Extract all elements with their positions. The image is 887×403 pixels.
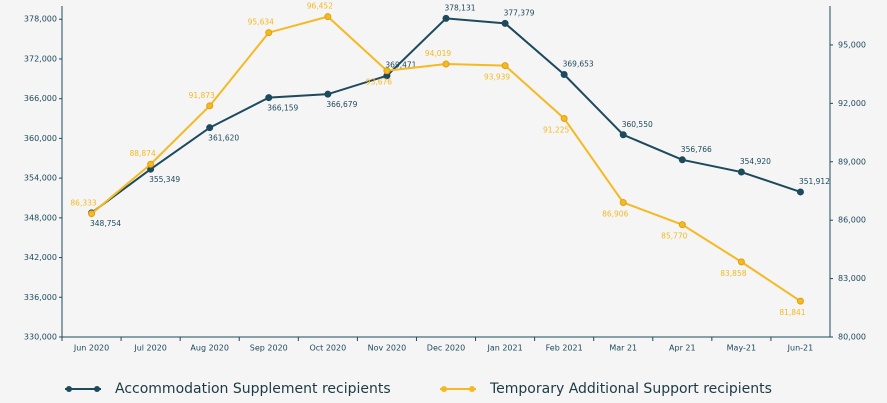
x-tick-label: Mar 21 [609,344,637,353]
x-tick-label: Sep 2020 [250,344,288,353]
value-label: 85,770 [661,232,687,241]
y-tick-label: 336,000 [24,293,57,302]
x-tick-label: Jun-21 [787,344,814,353]
legend-swatch [66,386,72,392]
point [383,67,391,75]
value-label: 91,225 [543,125,569,134]
value-label: 355,349 [149,175,180,184]
x-tick-label: Aug 2020 [190,344,229,353]
point [737,168,745,176]
point [619,131,627,139]
point [324,90,332,98]
y-tick-label: 348,000 [24,213,57,222]
point [206,124,214,132]
point [442,14,450,22]
x-tick-label: Oct 2020 [309,344,346,353]
value-label: 366,679 [326,100,357,109]
y2-tick-label: 80,000 [838,333,866,342]
point [737,258,745,266]
point [265,94,273,102]
point [796,188,804,196]
y-tick-label: 378,000 [24,15,57,24]
point [324,13,332,21]
y-tick-label: 372,000 [24,54,57,63]
x-tick-label: Nov 2020 [368,344,407,353]
value-label: 86,906 [602,210,628,219]
x-tick-label: Feb 2021 [546,344,583,353]
value-label: 369,653 [563,59,594,68]
value-label: 86,333 [70,199,96,208]
y2-tick-label: 92,000 [838,99,866,108]
point [265,29,273,37]
value-label: 366,159 [267,104,298,113]
y-tick-label: 354,000 [24,174,57,183]
point [560,114,568,122]
point [560,70,568,78]
y2-tick-label: 86,000 [838,216,866,225]
y-tick-label: 366,000 [24,94,57,103]
x-tick-label: Jun 2020 [73,344,109,353]
value-label: 93,676 [366,78,392,87]
point [147,160,155,168]
x-tick-label: Apr 21 [669,344,696,353]
value-label: 83,858 [720,269,746,278]
value-label: 360,550 [622,120,653,129]
value-label: 361,620 [208,134,239,143]
y2-tick-label: 89,000 [838,157,866,166]
legend-swatch [469,386,475,392]
value-label: 88,874 [129,149,155,158]
value-label: 354,920 [740,157,771,166]
y-tick-label: 342,000 [24,253,57,262]
legend-label: Temporary Additional Support recipients [489,381,772,397]
value-label: 356,766 [681,145,712,154]
legend-swatch [441,386,447,392]
x-tick-label: Dec 2020 [427,344,465,353]
legend-swatch [94,386,100,392]
y-tick-label: 330,000 [24,333,57,342]
value-label: 351,912 [799,177,830,186]
value-label: 377,379 [504,8,535,17]
point [88,210,96,218]
point [678,221,686,229]
point [619,199,627,207]
point [501,19,509,27]
value-label: 81,841 [779,308,805,317]
x-tick-label: May-21 [727,344,756,353]
legend-label: Accommodation Supplement recipients [115,381,391,397]
value-label: 378,131 [444,3,475,12]
point [442,60,450,68]
value-label: 369,471 [385,61,416,70]
x-tick-label: Jul 2020 [133,344,167,353]
point [796,297,804,305]
value-label: 94,019 [425,49,451,58]
x-tick-label: Jan 2021 [486,344,522,353]
point [206,102,214,110]
y-tick-label: 360,000 [24,134,57,143]
y2-tick-label: 95,000 [838,40,866,49]
y2-tick-label: 83,000 [838,274,866,283]
point [501,62,509,70]
value-label: 96,452 [307,2,333,11]
value-label: 91,873 [189,91,215,100]
value-label: 95,634 [248,18,274,27]
point [678,156,686,164]
value-label: 348,754 [90,219,121,228]
value-label: 93,939 [484,73,510,82]
